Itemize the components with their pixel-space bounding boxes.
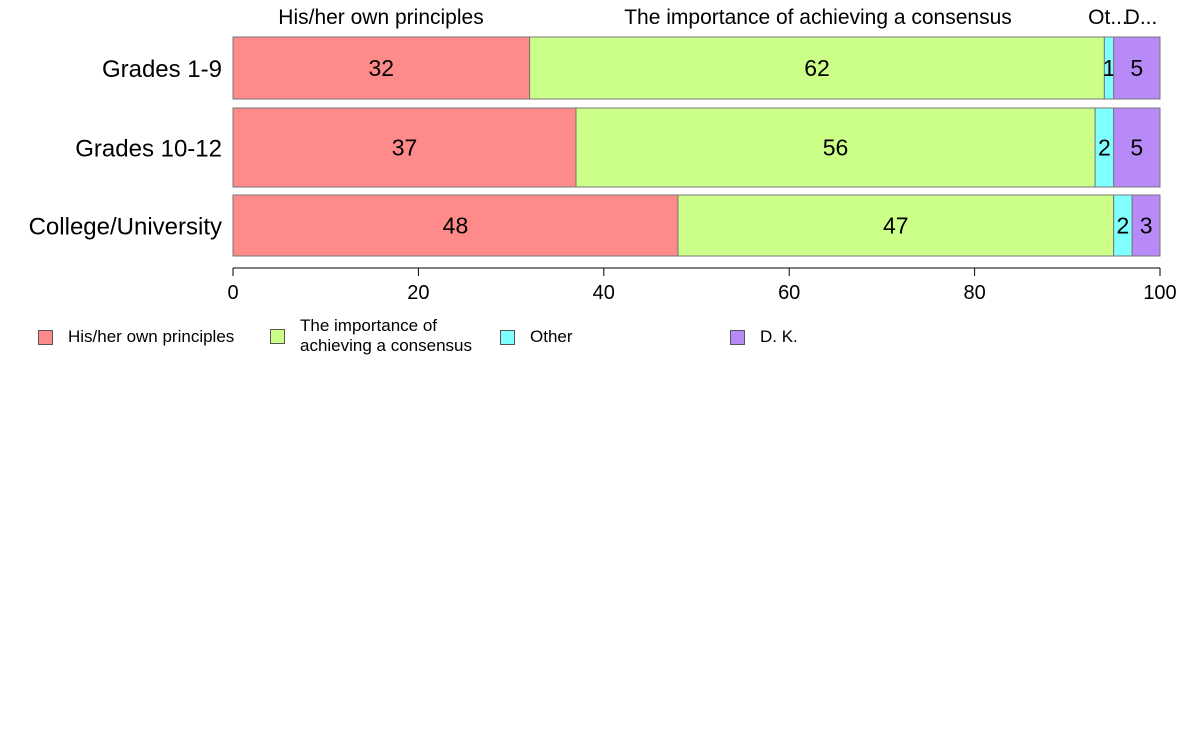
bar-segment <box>1113 36 1161 100</box>
legend-swatch <box>730 329 745 345</box>
x-tick-label: 0 <box>227 282 238 300</box>
bar-segment <box>232 107 577 188</box>
bar-value-label: 1 <box>1103 55 1116 81</box>
bar-value-label: 47 <box>883 213 909 239</box>
x-tick-label: 80 <box>963 282 985 300</box>
category-label: Grades 1-9 <box>102 56 222 83</box>
bar-value-label: 2 <box>1098 135 1111 161</box>
bar-value-label: 48 <box>443 213 469 239</box>
bar-segment <box>232 194 679 257</box>
bar-segment <box>677 194 1115 257</box>
top-series-label: Ot... <box>1088 6 1128 29</box>
bar-segment <box>1131 194 1161 257</box>
x-tick-label: 20 <box>407 282 429 300</box>
legend-label: The importance of achieving a consensus <box>300 316 473 355</box>
bar-value-label: 62 <box>804 55 830 81</box>
bar-value-label: 56 <box>823 135 849 161</box>
legend-swatch <box>270 328 285 344</box>
chart-legend: His/her own principles The importance of a… <box>38 316 1138 360</box>
category-label: Grades 10-12 <box>75 136 222 163</box>
top-series-label: D... <box>1125 6 1158 29</box>
top-series-label: The importance of achieving a consensus <box>624 6 1012 29</box>
bar-value-label: 32 <box>369 55 395 81</box>
legend-item: The importance of achieving a consensus <box>270 316 472 356</box>
bar-segment <box>575 107 1096 188</box>
bar-value-label: 2 <box>1117 213 1130 239</box>
category-label: College/University <box>29 214 222 241</box>
legend-item: D. K. <box>730 327 798 347</box>
bar-value-label: 3 <box>1140 213 1153 239</box>
legend-swatch <box>500 329 515 345</box>
bar-value-label: 5 <box>1130 135 1143 161</box>
x-tick-label: 40 <box>593 282 615 300</box>
x-tick-label: 60 <box>778 282 800 300</box>
x-tick-label: 100 <box>1143 282 1176 300</box>
bar-segment <box>1113 107 1161 188</box>
legend-label: D. K. <box>760 327 798 346</box>
bar-segment <box>232 36 531 100</box>
bar-segment <box>529 36 1105 100</box>
bar-value-label: 5 <box>1130 55 1143 81</box>
stacked-bar-chart: His/her own principles The importance of … <box>29 6 1177 300</box>
bar-value-label: 37 <box>392 135 418 161</box>
legend-item: His/her own principles <box>38 327 234 347</box>
legend-label: Other <box>530 327 573 346</box>
legend-label: His/her own principles <box>68 327 235 346</box>
legend-swatch <box>38 329 53 345</box>
top-series-label: His/her own principles <box>278 6 483 29</box>
legend-item: Other <box>500 327 573 347</box>
